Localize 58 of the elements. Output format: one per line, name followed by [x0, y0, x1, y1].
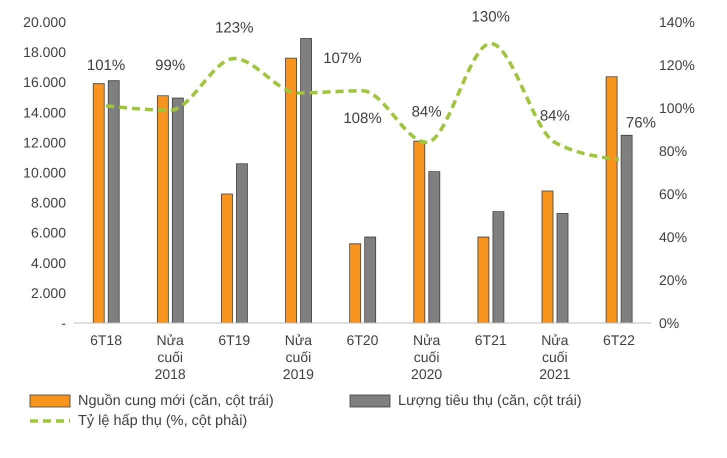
y2-tick-label: 60%	[659, 186, 688, 202]
x-tick-label: 6T21	[474, 332, 507, 348]
y-tick-label: 8.000	[30, 194, 66, 211]
bar	[285, 58, 297, 323]
y-tick-label: 16.000	[23, 74, 66, 90]
y-tick-label: 6.000	[30, 224, 66, 241]
bar	[620, 134, 633, 323]
bar	[413, 140, 426, 323]
data-label: 130%	[472, 8, 510, 26]
legend-label: Lượng tiêu thụ (căn, cột trái)	[398, 393, 582, 409]
y-tick-label: 18.000	[23, 44, 66, 60]
data-label: 123%	[215, 20, 254, 37]
y2-tick-label: 100%	[659, 100, 695, 116]
bar	[349, 243, 362, 323]
y-tick-label: 14.000	[23, 104, 66, 120]
y2-tick-label: 140%	[659, 14, 695, 30]
bar	[156, 95, 169, 323]
x-tick-label: Nửa cuối 2018	[154, 332, 186, 382]
y-tick-label: 2.000	[30, 284, 66, 301]
x-tick-label: Nửa cuối 2019	[282, 332, 314, 382]
data-label: 99%	[155, 57, 186, 74]
legend-label: Tỷ lệ hấp thụ (%, cột phải)	[78, 413, 248, 429]
data-label: 76%	[626, 114, 656, 132]
y-tick-label: 20.000	[23, 14, 66, 30]
x-tick-label: 6T18	[90, 332, 122, 348]
y-tick-label: -	[61, 314, 66, 331]
bar	[478, 236, 490, 323]
y-tick-label: 4.000	[30, 254, 66, 271]
bar	[300, 38, 312, 323]
y2-tick-label: 20%	[659, 272, 688, 288]
bar	[108, 80, 120, 323]
data-label: 108%	[343, 110, 382, 127]
bar	[428, 171, 440, 323]
legend-label: Nguồn cung mới (căn, cột trái)	[78, 393, 274, 409]
y2-tick-label: 120%	[659, 56, 695, 73]
data-label: 84%	[540, 107, 570, 124]
y2-tick-label: 0%	[659, 314, 680, 331]
bar	[221, 194, 233, 323]
bar	[92, 83, 105, 323]
bar	[606, 76, 618, 323]
x-tick-label: 6T20	[346, 332, 379, 348]
bar	[542, 190, 554, 323]
y2-tick-label: 80%	[659, 142, 688, 159]
bar	[236, 163, 248, 323]
x-tick-label: 6T19	[218, 332, 250, 348]
y2-tick-label: 40%	[659, 228, 688, 245]
y-tick-label: 10.000	[23, 164, 66, 180]
bar	[556, 213, 568, 323]
data-label: 101%	[86, 56, 126, 74]
data-label: 84%	[412, 103, 442, 120]
y-tick-label: 12.000	[23, 134, 66, 150]
bar	[172, 98, 184, 323]
x-tick-label: 6T22	[602, 332, 636, 348]
x-tick-label: Nửa cuối 2021	[539, 332, 571, 382]
data-label: 107%	[323, 50, 362, 67]
x-tick-label: Nửa cuối 2020	[411, 332, 442, 382]
bar	[492, 211, 504, 323]
bar	[364, 236, 376, 323]
